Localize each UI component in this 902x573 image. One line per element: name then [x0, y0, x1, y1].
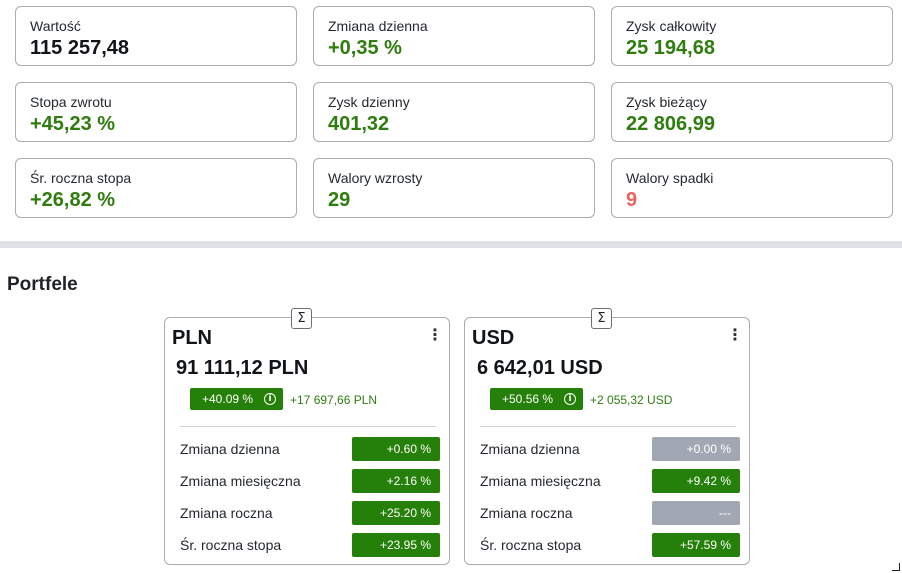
portfolio-title: USD: [472, 327, 515, 349]
metric-label: Zmiana miesięczna: [480, 473, 601, 489]
portfolio-value: 6 642,01 USD: [477, 357, 603, 379]
stat-card-value: Wartość 115 257,48: [15, 6, 297, 66]
card-divider: [480, 426, 736, 427]
portfolio-card-pln[interactable]: Σ ⋮ PLN 91 111,12 PLN +40.09 % i +17 697…: [164, 308, 450, 565]
stat-value: 115 257,48: [30, 37, 129, 59]
info-icon[interactable]: i: [564, 393, 576, 405]
stat-value: 29: [328, 189, 351, 211]
return-badge: +40.09 % i: [190, 388, 283, 410]
stat-label: Zysk całkowity: [626, 18, 717, 34]
metric-row: Zmiana roczna +25.20 %: [180, 501, 442, 525]
metric-label: Zmiana dzienna: [480, 441, 580, 457]
portfolios-section-title: Portfele: [7, 274, 78, 295]
info-icon[interactable]: i: [264, 393, 276, 405]
portfolio-card-usd[interactable]: Σ ⋮ USD 6 642,01 USD +50.56 % i +2 055,3…: [464, 308, 750, 565]
sigma-icon[interactable]: Σ: [291, 308, 312, 329]
metric-row: Zmiana miesięczna +2.16 %: [180, 469, 442, 493]
stat-label: Walory spadki: [626, 170, 714, 186]
metric-row: Śr. roczna stopa +23.95 %: [180, 533, 442, 557]
sigma-icon[interactable]: Σ: [591, 308, 612, 329]
metric-badge: +57.59 %: [652, 533, 740, 557]
stat-card-total-profit: Zysk całkowity 25 194,68: [611, 6, 893, 66]
stat-card-daily-profit: Zysk dzienny 401,32: [313, 82, 595, 142]
return-badge-value: +40.09 %: [202, 392, 254, 406]
metric-badge: +0.60 %: [352, 437, 440, 461]
metric-badge: +9.42 %: [652, 469, 740, 493]
stat-value: +0,35 %: [328, 37, 402, 59]
stat-card-current-profit: Zysk bieżący 22 806,99: [611, 82, 893, 142]
metric-label: Zmiana roczna: [480, 505, 573, 521]
stat-label: Stopa zwrotu: [30, 94, 112, 110]
metric-label: Śr. roczna stopa: [180, 537, 282, 553]
stat-label: Zmiana dzienna: [328, 18, 428, 34]
stat-value: 9: [626, 189, 638, 211]
metric-row: Śr. roczna stopa +57.59 %: [480, 533, 742, 557]
return-badge-value: +50.56 %: [502, 392, 554, 406]
stat-card-avg-annual-rate: Śr. roczna stopa +26,82 %: [15, 158, 297, 218]
metric-badge: +2.16 %: [352, 469, 440, 493]
portfolio-gain: +2 055,32 USD: [590, 393, 673, 407]
stat-label: Wartość: [30, 18, 81, 34]
metric-row: Zmiana roczna ---: [480, 501, 742, 525]
metric-label: Zmiana roczna: [180, 505, 273, 521]
stat-value: +45,23 %: [30, 113, 116, 135]
portfolio-value: 91 111,12 PLN: [176, 357, 309, 379]
portfolio-gain: +17 697,66 PLN: [290, 393, 378, 407]
stat-card-return-rate: Stopa zwrotu +45,23 %: [15, 82, 297, 142]
stat-label: Walory wzrosty: [328, 170, 423, 186]
stat-value: 22 806,99: [626, 113, 715, 135]
metric-badge: +25.20 %: [352, 501, 440, 525]
stat-label: Śr. roczna stopa: [30, 170, 132, 186]
stat-card-assets-down: Walory spadki 9: [611, 158, 893, 218]
metric-label: Zmiana miesięczna: [180, 473, 301, 489]
section-divider: [0, 241, 902, 248]
metric-row: Zmiana miesięczna +9.42 %: [480, 469, 742, 493]
stat-value: +26,82 %: [30, 189, 116, 211]
portfolio-title: PLN: [172, 327, 212, 349]
stat-value: 25 194,68: [626, 37, 715, 59]
metric-badge: +0.00 %: [652, 437, 740, 461]
more-vertical-icon[interactable]: ⋮: [727, 327, 743, 344]
stat-label: Zysk dzienny: [328, 94, 410, 110]
metric-label: Zmiana dzienna: [180, 441, 280, 457]
metric-badge: +23.95 %: [352, 533, 440, 557]
stat-card-daily-change: Zmiana dzienna +0,35 %: [313, 6, 595, 66]
stat-value: 401,32: [328, 113, 390, 135]
stat-label: Zysk bieżący: [626, 94, 707, 110]
metric-row: Zmiana dzienna +0.60 %: [180, 437, 442, 461]
more-vertical-icon[interactable]: ⋮: [427, 327, 443, 344]
resize-handle[interactable]: [892, 563, 900, 571]
card-divider: [180, 426, 436, 427]
metric-label: Śr. roczna stopa: [480, 537, 582, 553]
metric-row: Zmiana dzienna +0.00 %: [480, 437, 742, 461]
metric-badge: ---: [652, 501, 740, 525]
return-badge: +50.56 % i: [490, 388, 583, 410]
stat-card-assets-up: Walory wzrosty 29: [313, 158, 595, 218]
